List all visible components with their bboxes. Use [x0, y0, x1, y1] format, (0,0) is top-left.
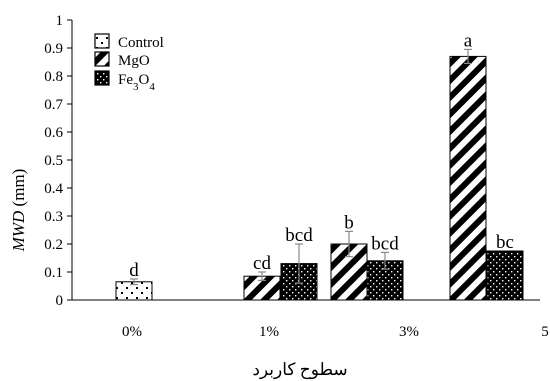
- x-tick-label: 3%: [399, 324, 419, 340]
- bar: [486, 250, 524, 301]
- y-tick-label: 0.2: [44, 237, 63, 253]
- y-tick-label: 0.5: [44, 153, 63, 169]
- x-axis-ticks: 0% 1% 3% 5: [122, 324, 549, 340]
- y-axis-ticks: 0 0.1 0.2 0.3 0.4 0.5 0.6 0.7 0.8 0.9 1: [44, 13, 72, 309]
- y-tick-label: 0.6: [44, 125, 63, 141]
- bar: [449, 55, 487, 301]
- legend-label: Fe3O4: [118, 72, 155, 93]
- y-tick-label: 0.9: [44, 41, 63, 57]
- y-tick-label: 0.4: [44, 181, 63, 197]
- legend: Control MgO Fe3O4: [94, 33, 164, 93]
- legend-swatch: [94, 33, 110, 49]
- y-axis-title: MWD (mm): [9, 169, 28, 253]
- legend-swatch: [94, 51, 110, 67]
- bar-significance-label: d: [129, 260, 139, 281]
- legend-label: Control: [118, 35, 164, 51]
- bar-significance-label: bcd: [371, 233, 399, 254]
- bar-significance-label: bcd: [285, 225, 313, 246]
- y-tick-label: 0.1: [44, 265, 63, 281]
- x-tick-label: 0%: [122, 324, 142, 340]
- y-tick-label: 0.7: [44, 97, 63, 113]
- bar-significance-label: b: [344, 212, 354, 233]
- y-tick-label: 1: [56, 13, 64, 29]
- legend-label: MgO: [118, 53, 150, 69]
- bar-significance-label: bc: [496, 232, 514, 253]
- y-axis-title-var: MWD: [9, 210, 28, 252]
- x-axis-title: سطوح کاربرد: [252, 360, 347, 380]
- y-axis-title-unit: (mm): [9, 169, 28, 211]
- x-tick-label: 5: [541, 324, 549, 340]
- y-tick-label: 0.3: [44, 209, 63, 225]
- legend-swatch: [94, 70, 110, 86]
- bar-significance-label: cd: [253, 253, 271, 274]
- y-tick-label: 0: [56, 293, 64, 309]
- x-tick-label: 1%: [259, 324, 279, 340]
- bar-significance-label: a: [464, 30, 473, 51]
- y-tick-label: 0.8: [44, 69, 63, 85]
